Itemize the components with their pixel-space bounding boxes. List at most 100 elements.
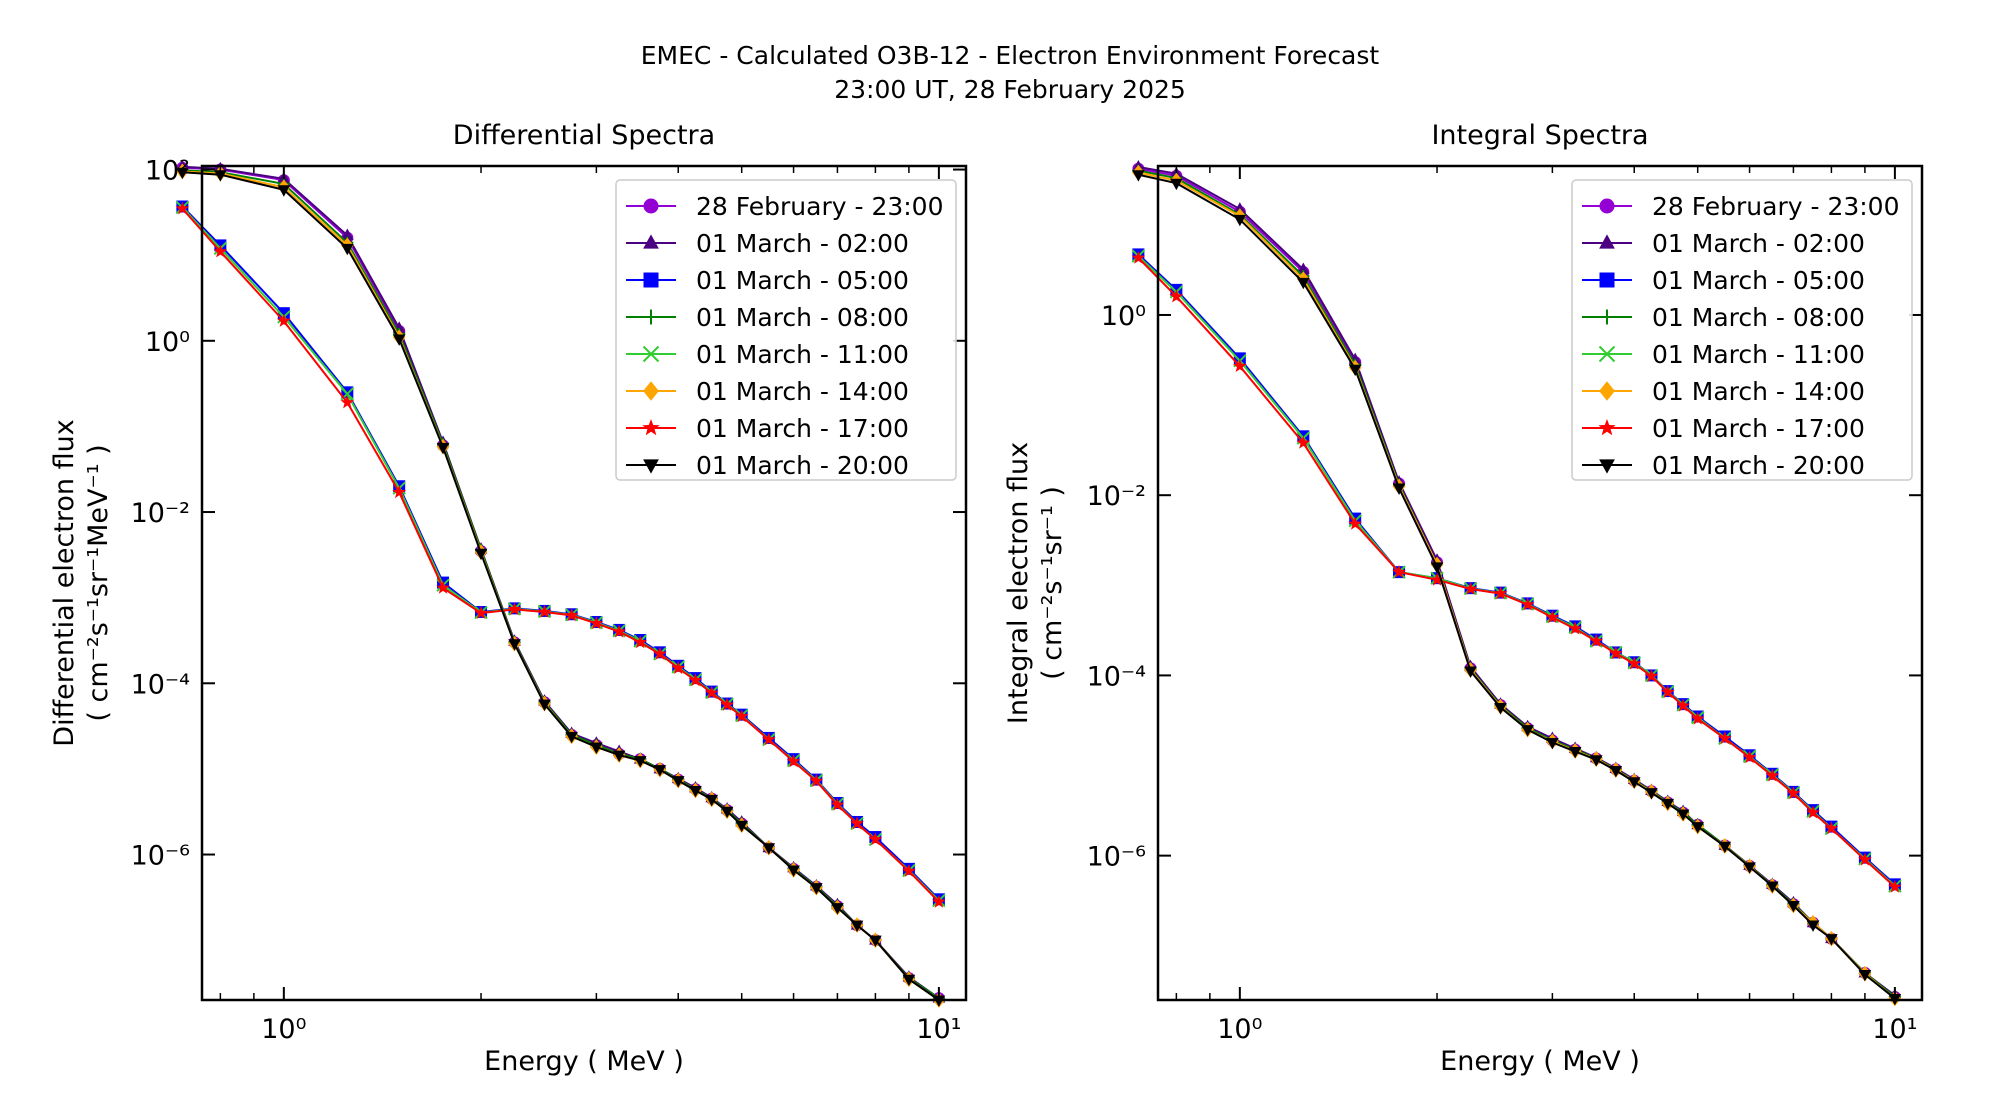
differential-data-point — [810, 883, 823, 895]
legend-marker-swatch — [1599, 381, 1615, 401]
integral-y-tick-label: 10⁻⁶ — [1087, 842, 1146, 873]
differential-data-point — [507, 602, 522, 616]
integral-data-point — [1660, 685, 1675, 699]
differential-data-point — [633, 635, 648, 649]
differential-data-point — [175, 201, 190, 215]
legend-label: 01 March - 08:00 — [696, 303, 909, 332]
legend-marker-swatch — [643, 309, 659, 325]
differential-legend-entry: 28 February - 23:00 — [626, 192, 944, 221]
integral-y-tick-label: 10⁻⁴ — [1087, 661, 1146, 692]
legend-marker-swatch — [1599, 198, 1615, 214]
integral-data-point — [1233, 352, 1246, 365]
integral-data-point — [1430, 572, 1444, 586]
legend-marker-swatch — [1599, 309, 1615, 325]
legend-label: 01 March - 05:00 — [696, 266, 909, 295]
differential-y-tick-label: 10⁰ — [145, 327, 190, 358]
differential-data-point — [762, 843, 776, 855]
integral-data-point — [1463, 581, 1478, 595]
integral-data-point — [1297, 262, 1310, 274]
legend-marker-swatch — [1598, 345, 1616, 363]
differential-data-point — [213, 244, 228, 258]
differential-series-7 — [176, 167, 946, 1007]
legend-marker-swatch — [1599, 234, 1615, 249]
legend-marker-swatch — [642, 419, 660, 436]
differential-data-point — [688, 673, 703, 687]
differential-data-point — [538, 699, 551, 712]
integral-data-point — [1296, 435, 1311, 449]
legend-label: 01 March - 17:00 — [696, 414, 909, 443]
integral-data-point — [1627, 656, 1642, 670]
differential-data-point — [762, 732, 776, 746]
integral-data-point — [1888, 879, 1902, 893]
integral-data-point — [1170, 178, 1183, 191]
integral-data-point — [1545, 610, 1560, 624]
integral-data-point — [1568, 747, 1582, 759]
integral-data-point — [1494, 703, 1507, 715]
differential-data-point — [277, 313, 291, 327]
differential-x-tick-label: 10¹ — [916, 1014, 961, 1045]
differential-data-point — [830, 797, 845, 811]
integral-legend-entry: 01 March - 02:00 — [1582, 229, 1865, 258]
figure-title: EMEC - Calculated O3B-12 - Electron Envi… — [641, 41, 1380, 70]
integral-data-point — [1493, 586, 1508, 600]
differential-y-tick-label: 10⁻⁴ — [131, 669, 190, 700]
differential-data-point — [868, 832, 883, 846]
differential-data-point — [786, 754, 801, 768]
integral-data-point — [1765, 768, 1780, 782]
integral-data-point — [1766, 881, 1779, 893]
legend-marker-swatch — [642, 345, 660, 363]
differential-data-point — [392, 485, 406, 499]
legend-label: 01 March - 11:00 — [696, 340, 909, 369]
differential-y-axis-label: Differential electron flux — [49, 419, 80, 746]
integral-data-point — [1520, 597, 1535, 611]
integral-data-point — [1858, 969, 1872, 982]
integral-data-point — [1464, 666, 1477, 678]
legend-marker-swatch — [1599, 272, 1615, 288]
integral-data-point — [1132, 170, 1145, 182]
differential-y-tick-label: 10² — [145, 156, 190, 187]
integral-data-point — [1806, 805, 1820, 819]
differential-data-point — [277, 185, 291, 197]
legend-label: 01 March - 02:00 — [1652, 229, 1865, 258]
differential-y-axis-units: ( cm⁻²s⁻¹sr⁻¹MeV⁻¹ ) — [83, 444, 114, 721]
figure-subtitle: 23:00 UT, 28 February 2025 — [834, 75, 1186, 104]
integral-plot-frame — [1156, 164, 1924, 1002]
differential-plot-frame — [200, 164, 968, 1002]
differential-data-point — [508, 639, 521, 651]
integral-data-point — [1609, 646, 1623, 660]
legend-label: 01 March - 17:00 — [1652, 414, 1865, 443]
integral-series-6 — [1131, 250, 1902, 893]
legend-label: 01 March - 20:00 — [696, 451, 909, 480]
integral-data-point — [1521, 725, 1534, 737]
legend-label: 01 March - 20:00 — [1652, 451, 1865, 480]
integral-data-point — [1743, 862, 1756, 874]
differential-data-point — [436, 580, 450, 594]
differential-data-point — [671, 661, 686, 674]
integral-data-point — [1718, 731, 1732, 745]
differential-data-point — [735, 820, 748, 833]
integral-y-axis-label: Integral electron flux — [1003, 442, 1034, 724]
integral-data-point — [1169, 289, 1184, 303]
differential-y-tick-label: 10⁻² — [131, 498, 190, 529]
integral-data-point — [1568, 621, 1582, 635]
integral-data-point — [1546, 738, 1559, 750]
legend-marker-swatch — [643, 234, 659, 249]
integral-axis-ticks: 10⁰ 10¹ 10⁰ 10⁻² 10⁻⁴ 10⁻⁶ — [1087, 166, 1922, 1045]
integral-legend-entry: 01 March - 14:00 — [1582, 377, 1865, 406]
legend-label: 01 March - 14:00 — [1652, 377, 1865, 406]
differential-data-point — [734, 709, 749, 723]
integral-data-point — [1233, 202, 1247, 214]
integral-data-point — [1609, 766, 1623, 778]
integral-legend-entry: 01 March - 05:00 — [1582, 266, 1865, 295]
integral-data-point — [1825, 934, 1838, 946]
integral-legend: 28 February - 23:00 01 March - 02:00 01 Ma… — [1571, 179, 1913, 481]
differential-data-point — [214, 170, 227, 182]
integral-legend-entry: 28 February - 23:00 — [1582, 192, 1900, 221]
differential-data-point — [590, 742, 603, 754]
legend-marker-swatch — [643, 459, 659, 474]
integral-data-point — [1661, 798, 1675, 811]
differential-data-point — [341, 243, 354, 256]
integral-data-point — [1233, 359, 1247, 372]
integral-legend-box — [1571, 179, 1913, 481]
differential-legend-entry: 01 March - 08:00 — [626, 303, 909, 332]
